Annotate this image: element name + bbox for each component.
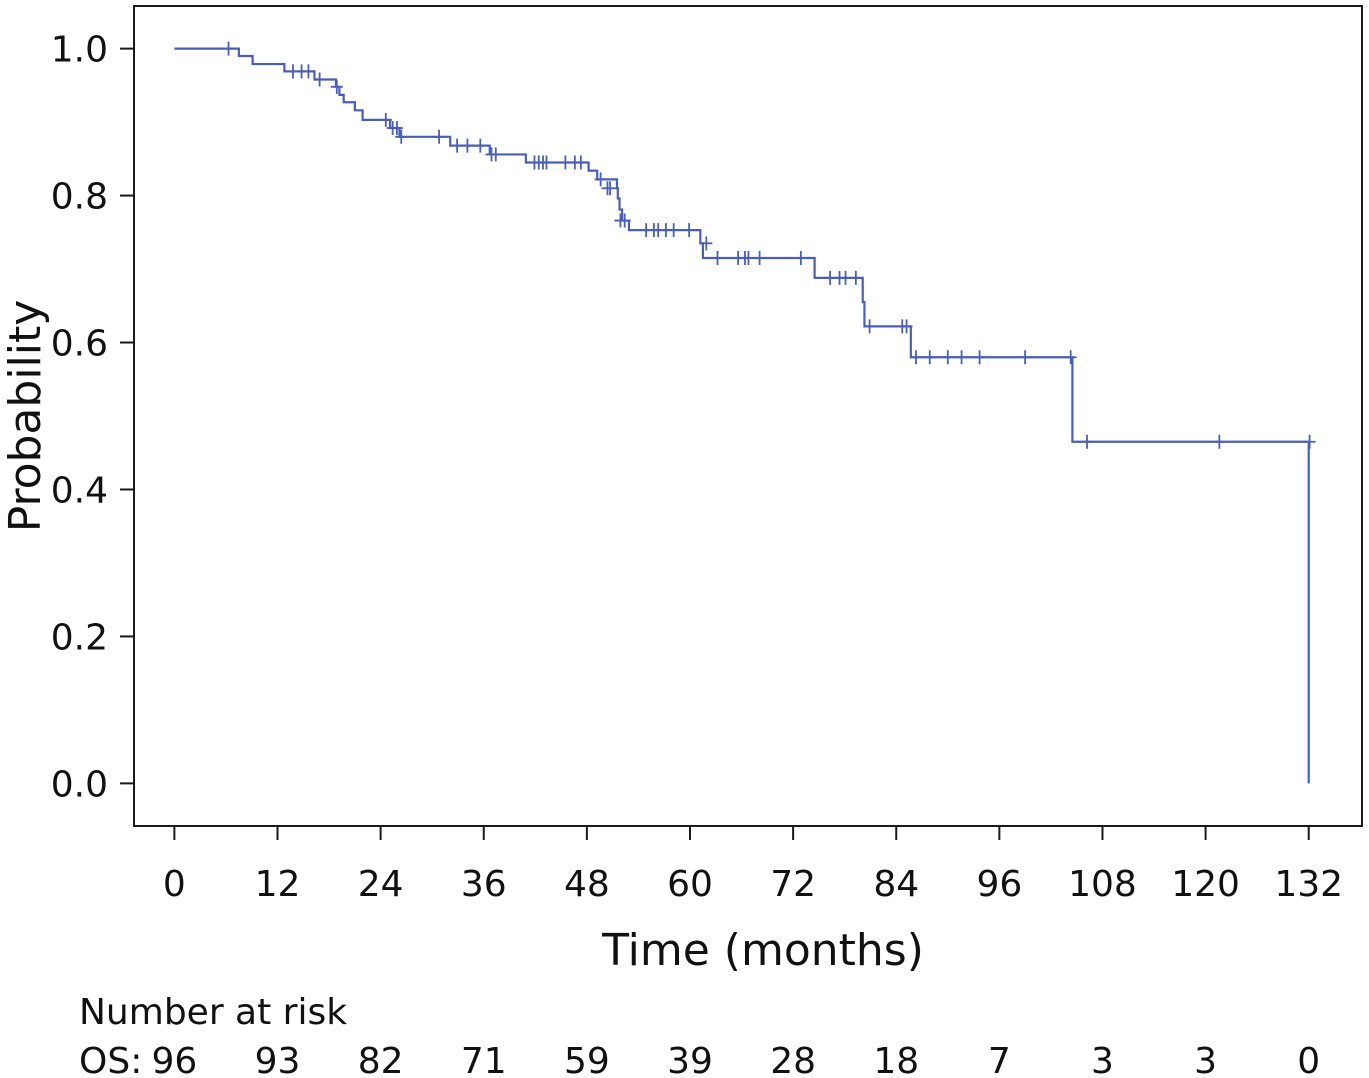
risk-value: 96 bbox=[151, 1041, 197, 1078]
x-tick-label: 60 bbox=[667, 864, 713, 905]
y-axis-label: Probability bbox=[0, 300, 51, 533]
censor-mark bbox=[683, 223, 696, 238]
x-tick-label: 132 bbox=[1274, 864, 1343, 905]
axes: 0.0 0.2 0.4 0.6 0.8 1.0 0 12 24 36 48 60 72 84 96 108 12… bbox=[51, 5, 1363, 905]
risk-value: 39 bbox=[667, 1041, 713, 1078]
x-tick-label: 108 bbox=[1068, 864, 1137, 905]
x-tick-label: 84 bbox=[873, 864, 919, 905]
censor-mark bbox=[863, 319, 876, 334]
x-tick-label: 36 bbox=[461, 864, 507, 905]
risk-value: 7 bbox=[988, 1041, 1011, 1078]
censor-mark bbox=[955, 350, 968, 365]
censor-mark bbox=[395, 129, 408, 144]
censor-mark bbox=[302, 64, 315, 79]
censor-mark bbox=[700, 236, 713, 251]
risk-value: 93 bbox=[255, 1041, 301, 1078]
risk-table: OS: 96 93 82 71 59 39 28 18 7 3 3 0 bbox=[79, 1041, 1320, 1078]
censor-mark bbox=[839, 270, 852, 285]
risk-value: 59 bbox=[564, 1041, 610, 1078]
censor-mark bbox=[594, 172, 607, 187]
censor-mark bbox=[330, 79, 343, 94]
censor-mark bbox=[540, 155, 553, 170]
censor-mark bbox=[433, 129, 446, 144]
censor-mark bbox=[451, 138, 464, 153]
censor-mark bbox=[667, 223, 680, 238]
censor-mark bbox=[390, 120, 403, 135]
censor-mark bbox=[574, 155, 587, 170]
x-tick-label: 0 bbox=[163, 864, 186, 905]
x-tick-label: 48 bbox=[564, 864, 610, 905]
x-axis-label: Time (months) bbox=[601, 925, 924, 976]
censor-mark bbox=[711, 251, 724, 266]
censor-mark bbox=[379, 112, 392, 127]
y-tick-label: 0.8 bbox=[51, 177, 108, 218]
censor-mark bbox=[618, 213, 631, 228]
censor-mark bbox=[923, 350, 936, 365]
risk-table-title: Number at risk bbox=[79, 992, 347, 1033]
y-tick-label: 1.0 bbox=[51, 30, 108, 71]
censor-mark bbox=[1213, 434, 1226, 449]
censor-mark bbox=[222, 41, 235, 56]
x-tick-label: 96 bbox=[976, 864, 1022, 905]
risk-value: 28 bbox=[770, 1041, 816, 1078]
censor-mark bbox=[910, 350, 923, 365]
censor-mark bbox=[849, 270, 862, 285]
y-tick-label: 0.4 bbox=[51, 470, 108, 511]
censor-mark bbox=[742, 251, 755, 266]
x-tick-label: 12 bbox=[255, 864, 301, 905]
censor-mark bbox=[794, 251, 807, 266]
x-tick-label: 72 bbox=[770, 864, 816, 905]
censor-mark bbox=[313, 72, 326, 87]
censor-mark bbox=[489, 147, 502, 162]
risk-value: 3 bbox=[1091, 1041, 1114, 1078]
risk-value: 3 bbox=[1194, 1041, 1217, 1078]
y-tick-label: 0.0 bbox=[51, 764, 108, 805]
censor-mark bbox=[1064, 350, 1077, 365]
x-tick-label: 120 bbox=[1171, 864, 1240, 905]
survival-curve-group bbox=[174, 47, 1310, 784]
survival-curve bbox=[174, 47, 1310, 784]
censor-mark bbox=[900, 319, 913, 334]
x-tick-label: 24 bbox=[358, 864, 404, 905]
risk-row-label: OS: bbox=[79, 1041, 142, 1078]
censor-mark bbox=[973, 350, 986, 365]
censor-mark bbox=[1303, 434, 1316, 449]
censor-mark bbox=[1019, 350, 1032, 365]
censor-mark bbox=[753, 251, 766, 266]
censor-marks-group bbox=[222, 41, 1316, 449]
censor-mark bbox=[461, 138, 474, 153]
risk-value: 71 bbox=[461, 1041, 507, 1078]
censor-mark bbox=[604, 181, 617, 196]
censor-mark bbox=[941, 350, 954, 365]
risk-value: 0 bbox=[1297, 1041, 1320, 1078]
y-tick-label: 0.6 bbox=[51, 324, 108, 365]
censor-mark bbox=[474, 138, 487, 153]
censor-mark bbox=[1081, 434, 1094, 449]
risk-value: 82 bbox=[358, 1041, 404, 1078]
risk-value: 18 bbox=[873, 1041, 919, 1078]
plot-frame bbox=[133, 5, 1363, 827]
y-tick-label: 0.2 bbox=[51, 617, 108, 658]
